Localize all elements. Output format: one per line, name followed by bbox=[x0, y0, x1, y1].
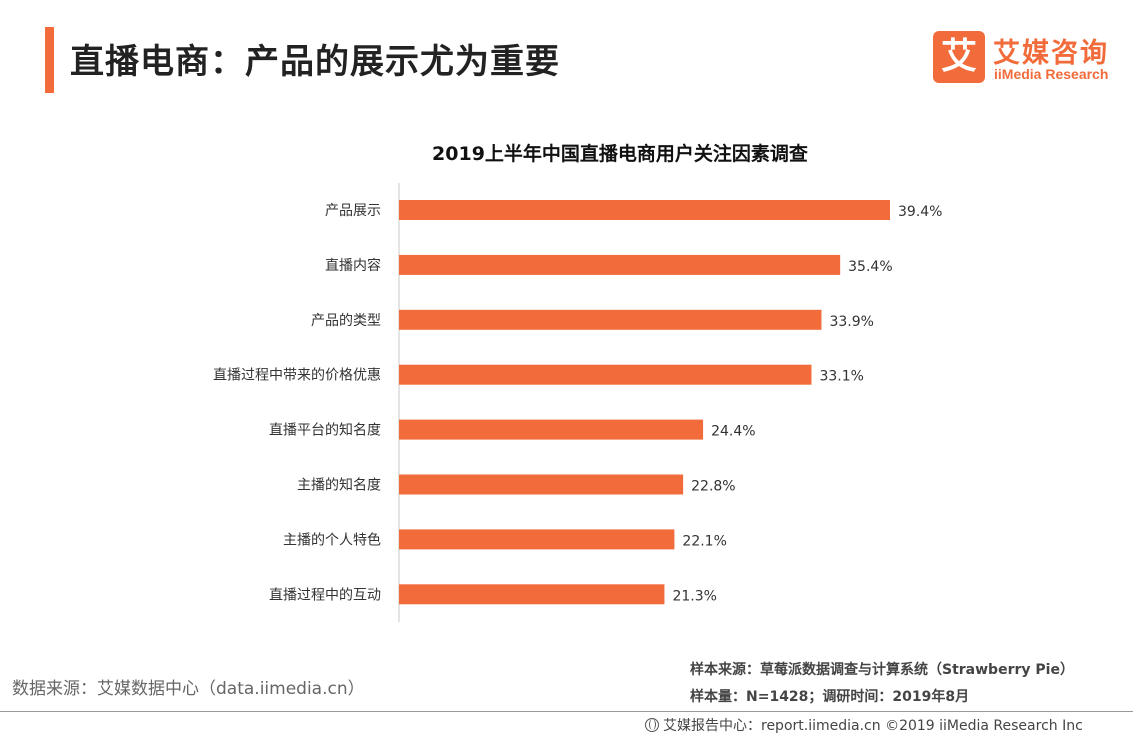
footer: 艾媒报告中心：report.iimedia.cn ©2019 iiMedia R… bbox=[645, 715, 1083, 735]
brand-logo: 艾 艾媒咨询 iiMedia Research bbox=[933, 31, 1133, 87]
logo-english-name: iiMedia Research bbox=[994, 66, 1109, 82]
title-accent-bar bbox=[45, 27, 54, 93]
bar bbox=[399, 584, 665, 605]
value-label: 39.4% bbox=[898, 204, 942, 220]
value-label: 22.8% bbox=[691, 479, 735, 495]
category-label: 直播内容 bbox=[325, 257, 381, 274]
bar bbox=[399, 200, 890, 220]
value-label: 35.4% bbox=[848, 259, 892, 275]
bar bbox=[399, 309, 822, 330]
globe-icon bbox=[645, 718, 659, 732]
page-title: 直播电商：产品的展示尤为重要 bbox=[70, 42, 560, 82]
category-label: 产品展示 bbox=[325, 203, 381, 219]
bar bbox=[399, 364, 812, 385]
value-label: 33.1% bbox=[819, 369, 863, 385]
value-label: 21.3% bbox=[672, 588, 716, 604]
sample-size-note: 样本量：N=1428；调研时间：2019年8月 bbox=[690, 689, 970, 705]
category-label: 直播平台的知名度 bbox=[269, 422, 381, 439]
sample-source-note: 样本来源：草莓派数据调查与计算系统（Strawberry Pie） bbox=[690, 662, 1074, 678]
value-label: 33.9% bbox=[829, 314, 873, 330]
logo-chinese-name: 艾媒咨询 bbox=[993, 38, 1109, 69]
bar bbox=[399, 419, 704, 440]
value-label: 24.4% bbox=[711, 424, 755, 440]
category-label: 主播的个人特色 bbox=[283, 531, 381, 548]
category-label: 产品的类型 bbox=[311, 313, 381, 329]
value-label: 22.1% bbox=[682, 533, 726, 549]
footer-text: 艾媒报告中心：report.iimedia.cn ©2019 iiMedia R… bbox=[663, 718, 1083, 734]
footer-divider bbox=[0, 711, 1133, 712]
logo-mark-icon: 艾 bbox=[933, 31, 985, 83]
bar bbox=[399, 529, 675, 550]
chart-title: 2019上半年中国直播电商用户关注因素调查 bbox=[432, 143, 808, 165]
category-label: 主播的知名度 bbox=[297, 477, 381, 494]
data-source-note: 数据来源：艾媒数据中心（data.iimedia.cn） bbox=[12, 679, 365, 699]
bar bbox=[399, 474, 684, 495]
category-label: 直播过程中的互动 bbox=[269, 586, 381, 603]
category-label: 直播过程中带来的价格优惠 bbox=[213, 367, 381, 384]
bar bbox=[399, 254, 841, 275]
